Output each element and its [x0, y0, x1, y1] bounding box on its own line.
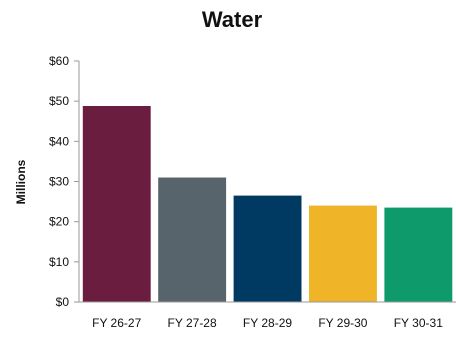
y-tick-label: $10: [49, 255, 69, 269]
x-tick-label: FY 26-27: [92, 316, 141, 330]
bar-1: [82, 106, 151, 302]
y-axis: $0 $10 $20 $30 $40 $50 $60: [49, 54, 79, 309]
x-axis: FY 26-27 FY 27-28 FY 28-29 FY 29-30 FY 30-31: [92, 316, 443, 330]
bar-4: [309, 205, 377, 302]
x-tick-label: FY 30-31: [394, 316, 443, 330]
chart-title: Water: [202, 7, 263, 32]
y-tick-label: $60: [49, 54, 69, 68]
y-tick-label: $50: [49, 94, 69, 108]
bar-3: [233, 195, 302, 302]
y-tick-label: $20: [49, 215, 69, 229]
y-tick-label: $40: [49, 134, 69, 148]
bar-2: [158, 177, 227, 302]
bars-group: [82, 106, 453, 302]
x-tick-label: FY 27-28: [168, 316, 217, 330]
x-tick-label: FY 28-29: [243, 316, 292, 330]
x-tick-label: FY 29-30: [318, 316, 367, 330]
y-tick-label: $30: [49, 175, 69, 189]
bar-5: [384, 207, 453, 302]
y-tick-label: $0: [56, 295, 70, 309]
y-axis-label: Millions: [14, 159, 28, 204]
